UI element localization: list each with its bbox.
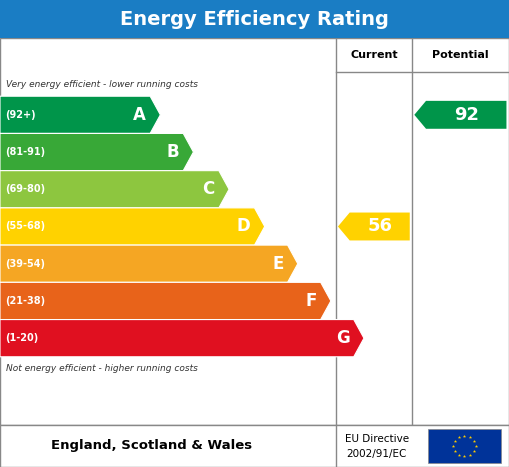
Bar (0, 425, 509, 467)
Text: 92: 92 (454, 106, 479, 124)
Polygon shape (0, 134, 193, 170)
Text: EU Directive: EU Directive (345, 434, 409, 444)
Text: (21-38): (21-38) (5, 296, 45, 306)
Polygon shape (0, 170, 229, 208)
Text: 56: 56 (367, 218, 392, 235)
Text: Very energy efficient - lower running costs: Very energy efficient - lower running co… (6, 79, 198, 89)
Text: (39-54): (39-54) (5, 259, 45, 269)
Text: E: E (272, 255, 284, 273)
Text: (1-20): (1-20) (5, 333, 38, 343)
Bar (0, 0, 509, 38)
Polygon shape (0, 245, 298, 283)
Text: C: C (203, 180, 215, 198)
Bar (428, 429, 501, 463)
Text: Not energy efficient - higher running costs: Not energy efficient - higher running co… (6, 364, 198, 374)
Text: 2002/91/EC: 2002/91/EC (347, 449, 407, 460)
Text: (81-91): (81-91) (5, 147, 45, 157)
Text: Current: Current (350, 50, 398, 60)
Text: Potential: Potential (432, 50, 489, 60)
Bar (0, 38, 509, 425)
Text: (92+): (92+) (5, 110, 36, 120)
Text: D: D (237, 218, 250, 235)
Text: (69-80): (69-80) (5, 184, 45, 194)
Text: F: F (305, 292, 317, 310)
Text: A: A (133, 106, 146, 124)
Text: (55-68): (55-68) (5, 221, 45, 232)
Polygon shape (0, 319, 364, 357)
Text: G: G (336, 329, 350, 347)
Polygon shape (338, 212, 410, 241)
Text: England, Scotland & Wales: England, Scotland & Wales (50, 439, 252, 453)
Polygon shape (414, 101, 506, 129)
Polygon shape (0, 96, 160, 134)
Polygon shape (0, 208, 265, 245)
Polygon shape (0, 283, 331, 319)
Text: Energy Efficiency Rating: Energy Efficiency Rating (120, 10, 389, 28)
Text: B: B (166, 143, 179, 161)
